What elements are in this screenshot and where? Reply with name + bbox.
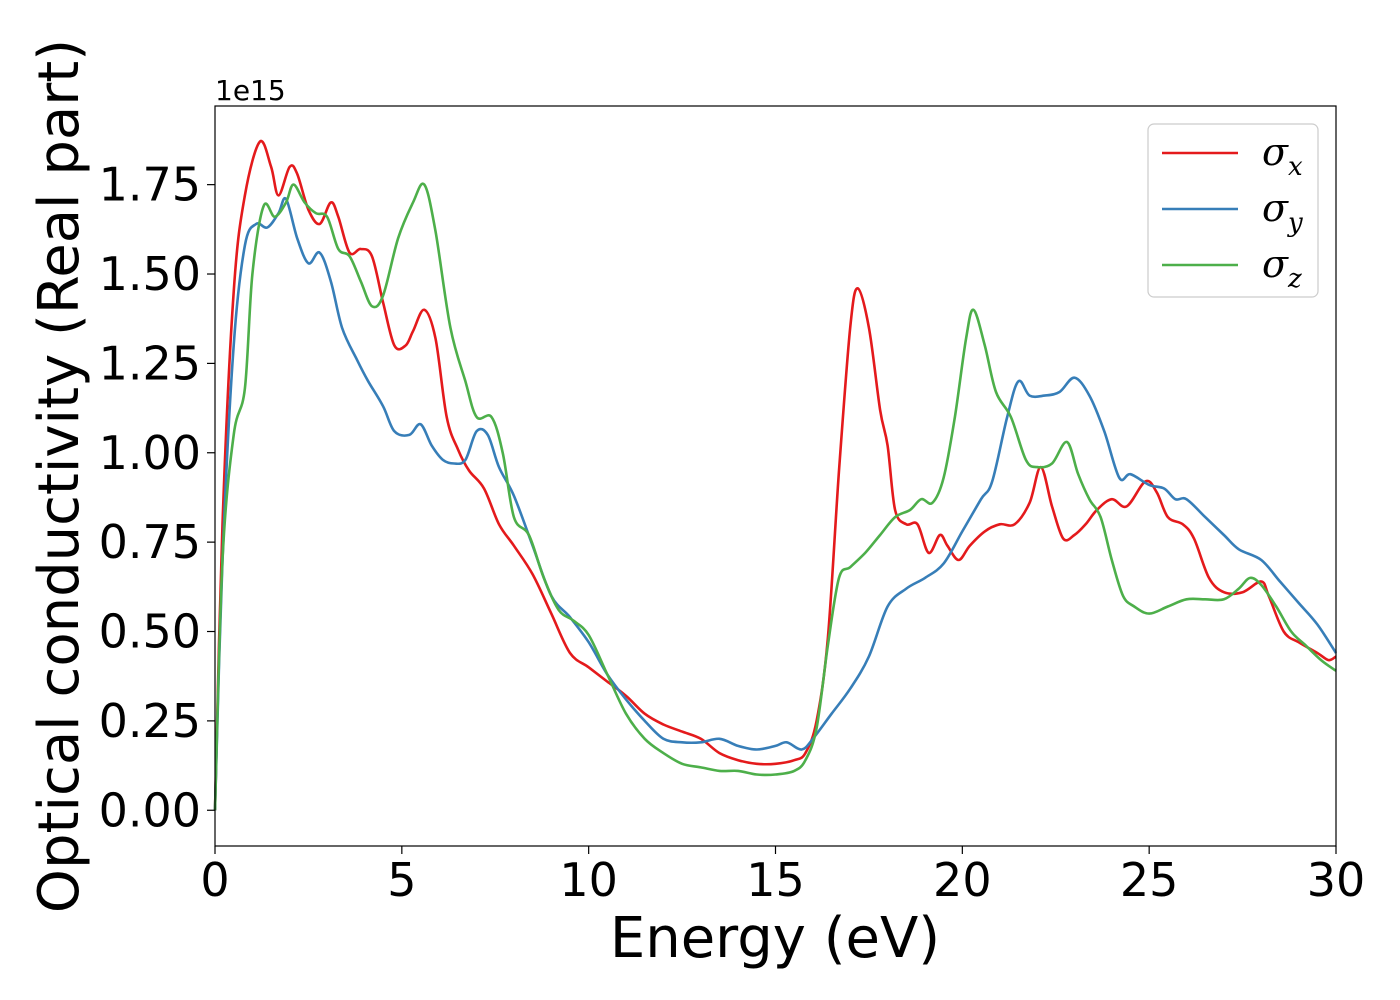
x-tick-label: 20 (933, 853, 992, 907)
x-tick-label: 25 (1120, 853, 1179, 907)
y-axis-label: Optical conductivity (Real part) (27, 39, 92, 913)
y-tick-label: 1.50 (99, 247, 201, 301)
x-tick-label: 0 (200, 853, 229, 907)
series-line-y (213, 196, 1338, 811)
y-tick-label: 1.25 (99, 336, 201, 390)
y-tick-label: 0.75 (99, 515, 201, 569)
y-offset-label: 1e15 (215, 74, 286, 107)
y-tick-label: 0.50 (99, 605, 201, 659)
y-tick-label: 1.00 (99, 426, 201, 480)
y-axis-ticks: 0.00 0.25 0.50 0.75 1.00 1.25 1.50 1.75 (99, 158, 215, 837)
series-line-z (213, 182, 1337, 811)
series-layer (213, 139, 1338, 811)
legend-label-y: σy (1262, 186, 1303, 238)
x-tick-label: 10 (559, 853, 618, 907)
x-axis-label: Energy (eV) (610, 906, 940, 971)
x-tick-label: 15 (746, 853, 805, 907)
x-axis-ticks: 0 5 10 15 20 25 30 (200, 846, 1365, 907)
legend-box (1147, 123, 1319, 298)
y-tick-label: 0.25 (99, 694, 201, 748)
x-tick-label: 5 (387, 853, 416, 907)
y-tick-label: 1.75 (99, 158, 201, 212)
series-line-x (213, 139, 1337, 811)
y-tick-label: 0.00 (99, 783, 201, 837)
x-tick-label: 30 (1307, 853, 1366, 907)
